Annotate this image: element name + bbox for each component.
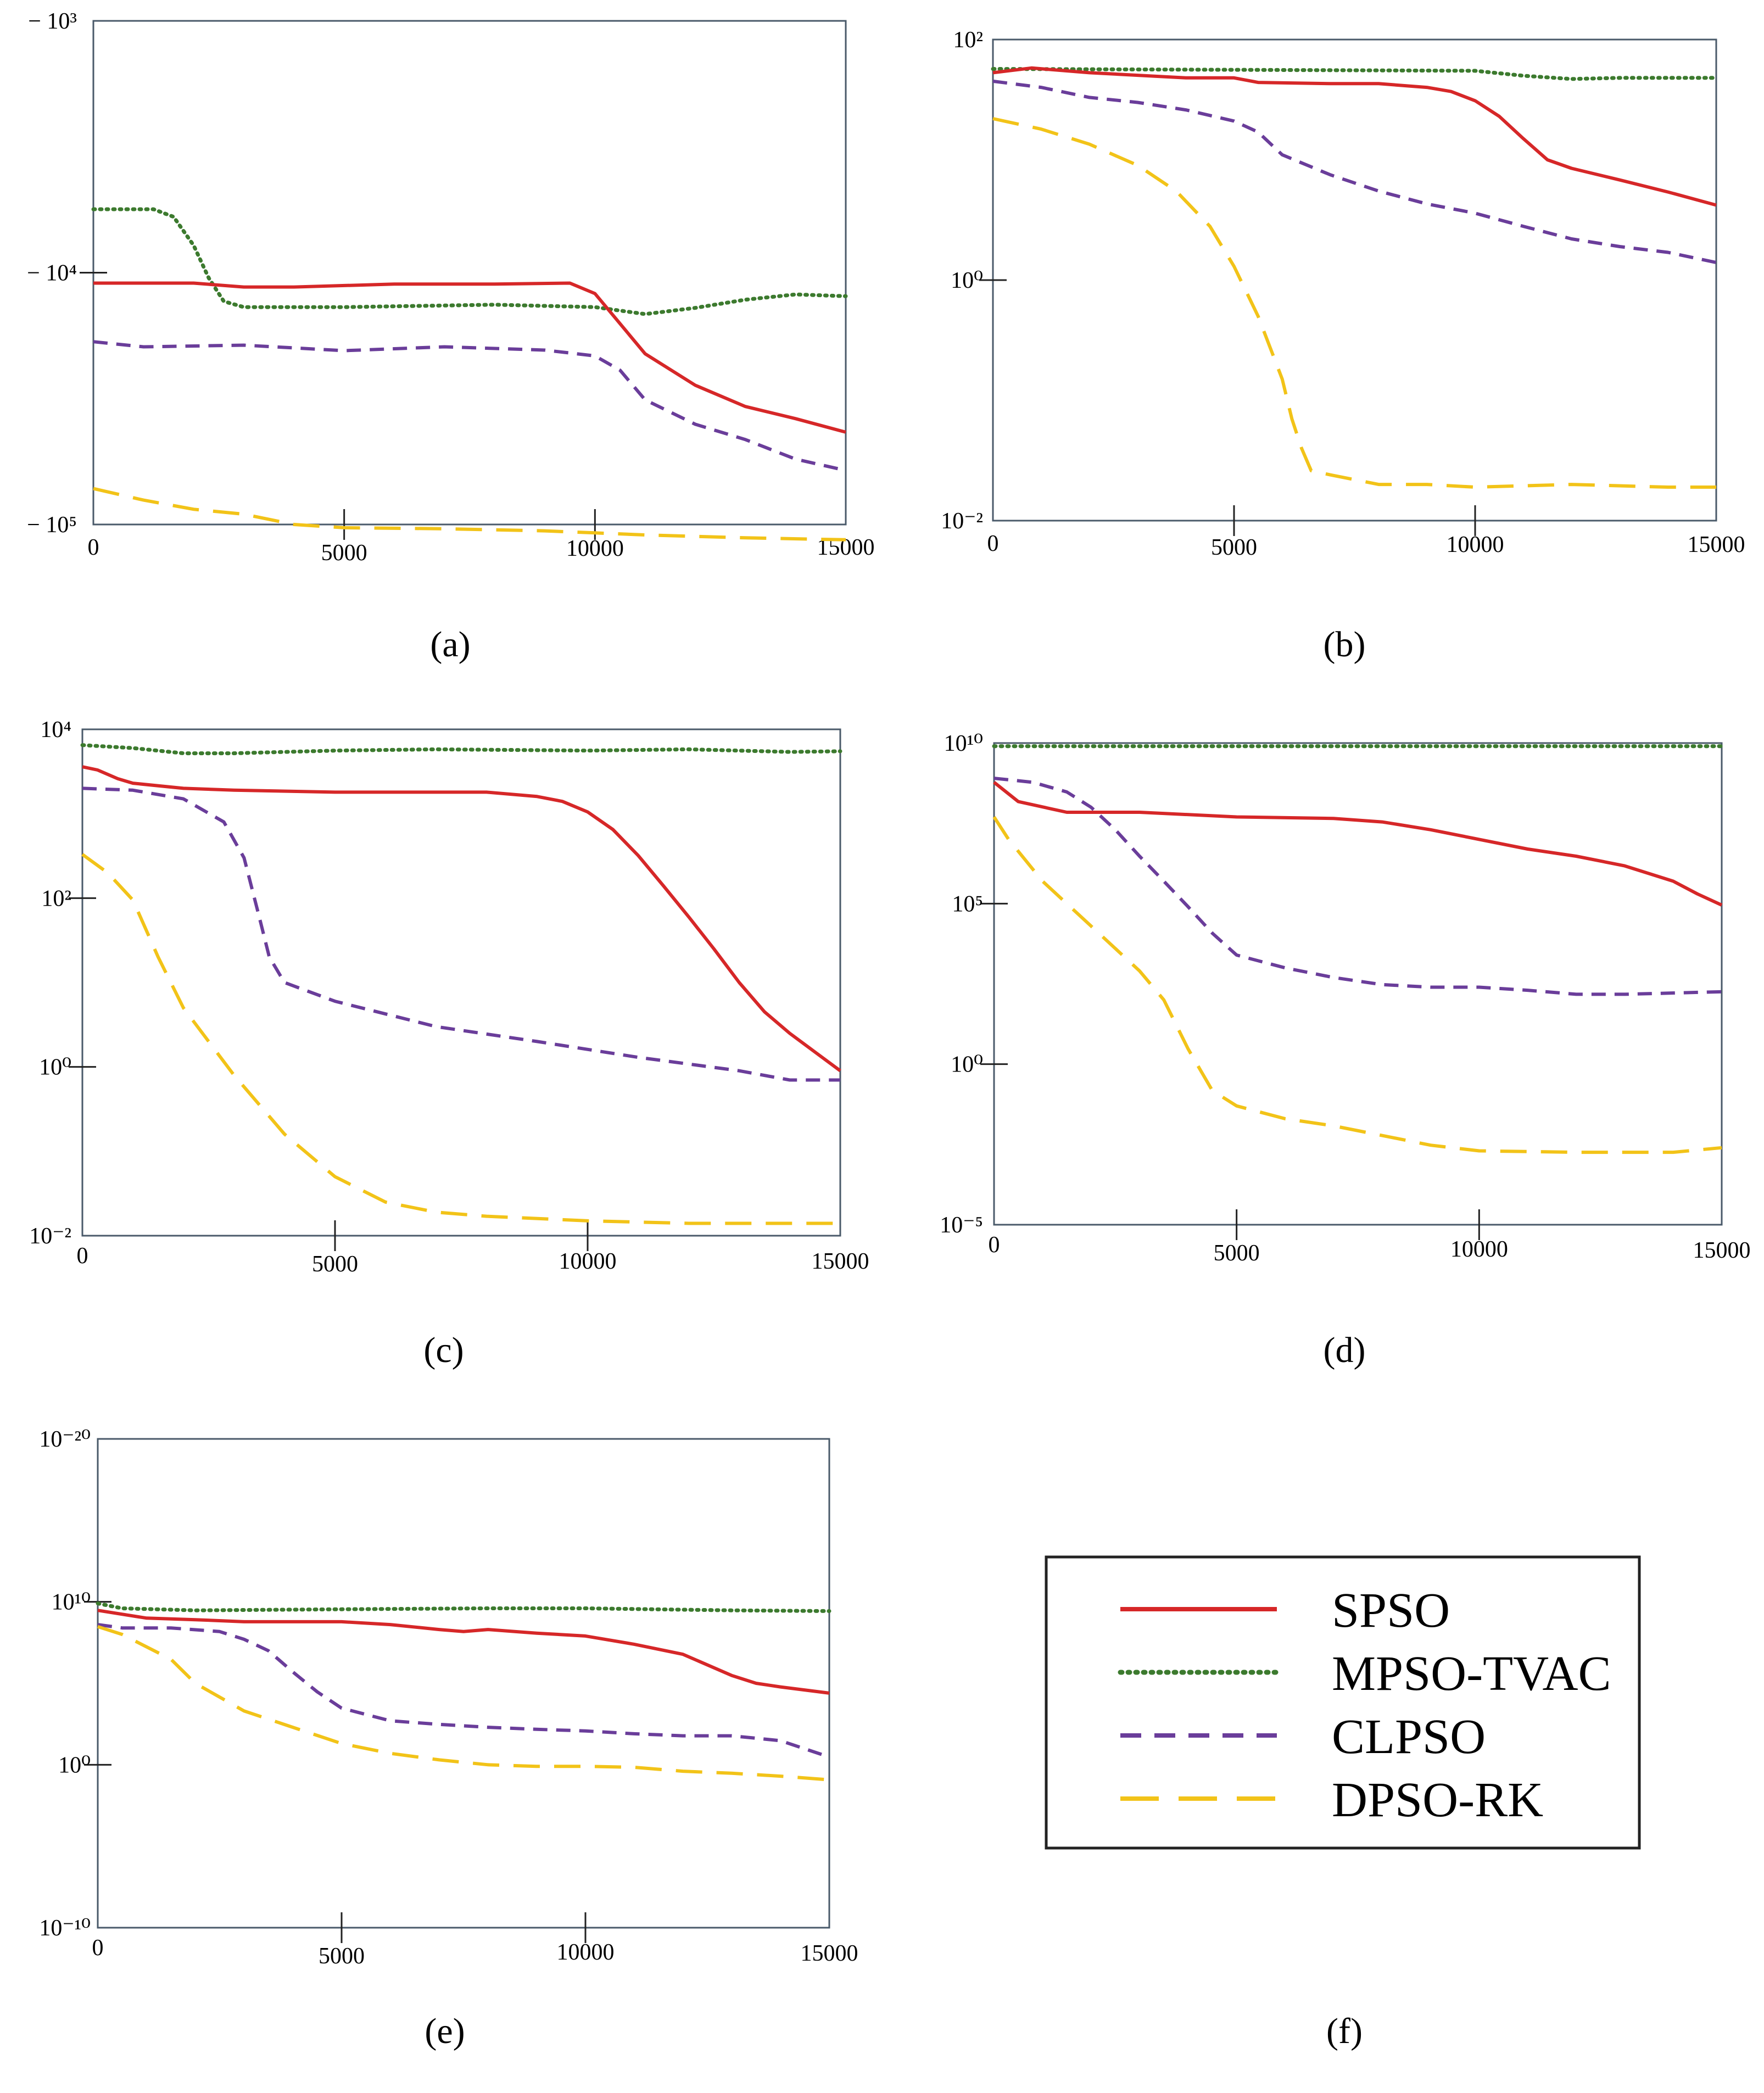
series-line-spso [992,66,1717,207]
x-tick-label: 15000 [812,1249,869,1274]
chart-panel-c: 0 5000 10000 15000 10⁻² 10⁰ 10² 10⁴ (c) [29,717,869,1370]
panel-label: (a) [430,624,470,665]
x-tick-label: 10000 [1450,1237,1508,1262]
x-tick-label: 0 [88,535,99,560]
x-tick-label: 0 [92,1935,104,1961]
plot-frame [97,1438,830,1929]
y-tick-label: 10⁰ [58,1752,91,1778]
y-tick-label: 10⁻⁵ [940,1213,983,1238]
legend-label: SPSO [1332,1583,1450,1638]
series-line-mpso-tvac [991,67,1718,81]
panel-label: (e) [425,2011,465,2051]
series-line-dpso-rk [97,1625,830,1782]
y-tick-label: 10⁰ [951,1052,983,1078]
y-tick-label: 10⁻²⁰ [39,1427,91,1452]
y-tick-label: 10⁴ [40,717,71,743]
x-tick-label: 5000 [1214,1241,1260,1266]
series-line-dpso-rk [992,117,1716,489]
series-line-spso [82,765,841,1073]
y-tick-label: 10⁻² [29,1224,71,1249]
series-line-spso [93,281,846,434]
series-line-mpso-tvac [80,743,842,756]
chart-panel-b: 0 5000 10000 15000 10⁻² 10⁰ 10² (b) [941,27,1745,665]
series-line-spso [97,1609,830,1695]
panel-label: (f) [1326,2011,1363,2051]
series-line-clpso [93,340,846,472]
x-tick-label: 10000 [559,1249,617,1274]
series-line-clpso [992,79,1717,264]
series-line-dpso-rk [93,487,846,542]
panel-label: (b) [1324,624,1366,665]
series-line-clpso [993,777,1722,996]
y-tick-label: 10² [41,886,71,911]
plot-frame [993,742,1723,1226]
x-tick-label: 5000 [312,1252,358,1277]
series-line-clpso [97,1623,830,1759]
x-tick-label: 15000 [1693,1238,1751,1263]
chart-panel-e: 0 5000 10000 15000 10⁻¹⁰ 10⁰ 10¹⁰ 10⁻²⁰ (e) [39,1427,858,2051]
x-tick-label: 15000 [1688,532,1745,557]
series-line-dpso-rk [81,853,840,1225]
y-tick-label: − 10⁵ [27,512,77,538]
plot-frame [992,38,1717,522]
y-tick-label: 10⁵ [952,891,983,917]
series-line-clpso [82,786,840,1082]
series-line-dpso-rk [992,816,1722,1154]
chart-panel-d: 0 5000 10000 15000 10⁻⁵ 10⁰ 10⁵ 10¹⁰ (d) [940,731,1750,1370]
x-tick-label: 0 [989,1232,1000,1258]
x-tick-label: 0 [77,1243,88,1269]
series-line-mpso-tvac [96,1601,831,1613]
legend-label: CLPSO [1332,1710,1486,1764]
y-tick-label: − 10⁴ [27,261,77,286]
panel-label: (c) [423,1330,464,1370]
y-tick-label: 10¹⁰ [52,1590,91,1615]
x-tick-label: 10000 [557,1940,615,1965]
y-tick-label: − 10³ [28,9,77,34]
y-tick-label: 10⁰ [39,1055,71,1080]
y-tick-label: 10² [953,27,983,53]
series-line-mpso-tvac [91,207,848,316]
legend-label: DPSO-RK [1332,1773,1543,1827]
x-tick-label: 5000 [321,540,367,566]
x-tick-label: 10000 [1447,532,1504,557]
series-line-spso [993,781,1723,907]
x-tick-label: 5000 [1211,535,1257,560]
x-tick-label: 0 [987,531,999,556]
y-tick-label: 10⁻¹⁰ [39,1916,91,1941]
x-tick-label: 10000 [566,536,624,561]
chart-panel-a: 0 5000 10000 15000− 10³− 10⁴− 10⁵(a) [27,9,874,665]
y-tick-label: 10⁰ [951,268,983,293]
x-tick-label: 15000 [801,1941,858,1966]
y-tick-label: 10⁻² [941,509,983,534]
y-tick-label: 10¹⁰ [944,731,983,756]
panel-label: (d) [1324,1330,1366,1370]
legend: SPSO MPSO-TVAC CLPSO DPSO-RK [1045,1555,1641,1850]
x-tick-label: 5000 [319,1944,365,1969]
plot-frame [81,728,841,1237]
legend-label: MPSO-TVAC [1332,1647,1611,1701]
